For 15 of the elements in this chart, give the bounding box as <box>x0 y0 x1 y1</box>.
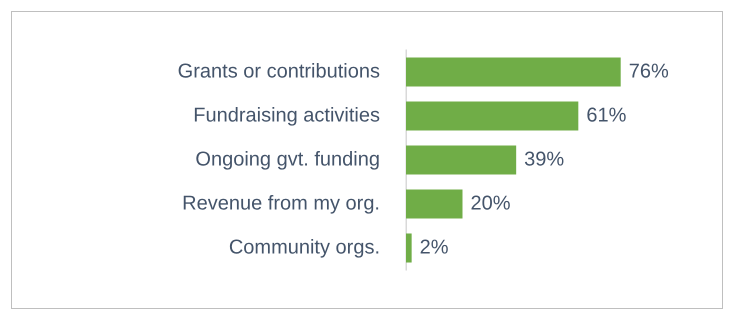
bar <box>406 57 621 87</box>
data-label: 76% <box>628 60 669 83</box>
y-tick-label: Ongoing gvt. funding <box>195 148 380 171</box>
bar <box>406 233 412 263</box>
y-tick-label: Fundraising activities <box>193 104 380 127</box>
y-tick-label: Community orgs. <box>228 236 380 259</box>
data-label: 39% <box>524 148 564 171</box>
data-label: 20% <box>470 192 511 215</box>
y-tick-label: Grants or contributions <box>178 60 380 83</box>
bar <box>406 101 578 131</box>
data-label: 2% <box>420 236 449 259</box>
data-label: 61% <box>586 104 627 127</box>
y-tick-label: Revenue from my org. <box>182 192 380 215</box>
bar <box>406 189 462 219</box>
bar <box>406 145 516 175</box>
